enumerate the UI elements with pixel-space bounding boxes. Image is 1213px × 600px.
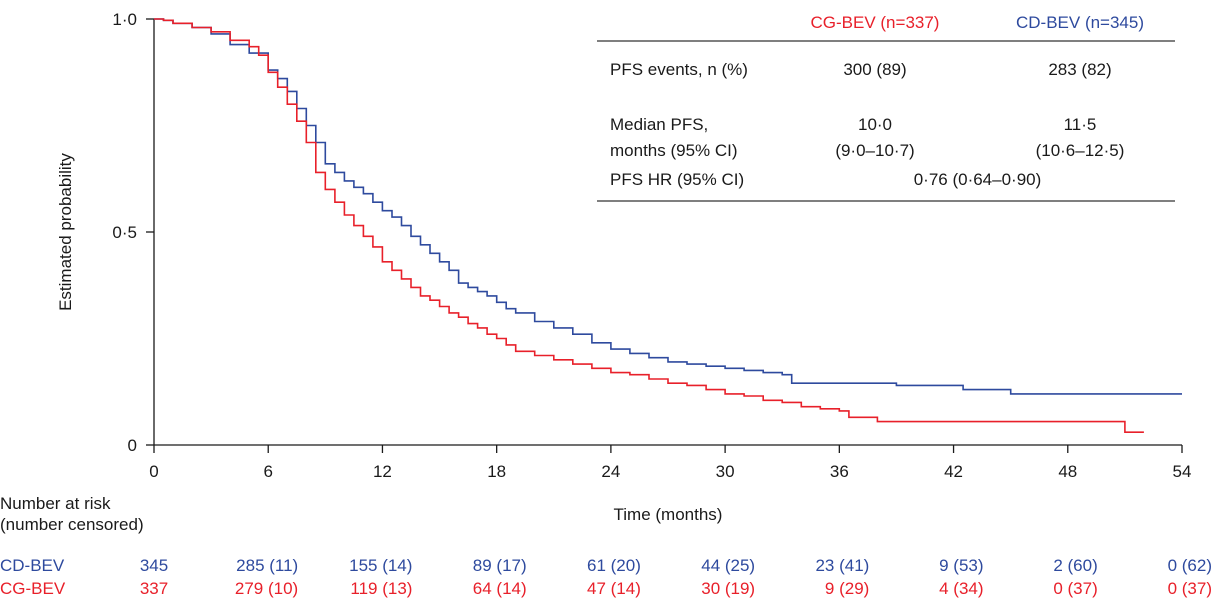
risk-value: 4 (34) — [939, 579, 983, 598]
risk-value: 337 — [140, 579, 168, 598]
summary-value-cg: (9·0–10·7) — [835, 141, 914, 160]
x-tick-label: 6 — [263, 462, 272, 481]
risk-value: 9 (53) — [939, 556, 983, 575]
curve-cg-bev — [154, 18, 1144, 433]
x-tick-label: 18 — [487, 462, 506, 481]
risk-value: 30 (19) — [701, 579, 755, 598]
risk-value: 119 (13) — [350, 579, 412, 598]
x-axis-title: Time (months) — [614, 505, 723, 524]
y-tick-label: 1·0 — [112, 10, 137, 29]
summary-row-label: months (95% CI) — [610, 141, 738, 160]
y-tick-label: 0·5 — [112, 223, 137, 242]
risk-value: 0 (37) — [1168, 579, 1212, 598]
summary-header-cg: CG-BEV (n=337) — [811, 13, 940, 32]
risk-row-name-cg-bev: CG-BEV — [0, 579, 66, 598]
risk-value: 345 — [140, 556, 168, 575]
summary-value-hr: 0·76 (0·64–0·90) — [914, 170, 1042, 189]
risk-value: 0 (37) — [1053, 579, 1097, 598]
risk-value: 279 (10) — [235, 579, 298, 598]
x-tick-label: 42 — [944, 462, 963, 481]
risk-table-title: Number at risk — [0, 494, 111, 513]
x-tick-label: 48 — [1058, 462, 1077, 481]
x-tick-label: 0 — [149, 462, 158, 481]
summary-row-label: PFS events, n (%) — [610, 60, 748, 79]
risk-value: 61 (20) — [587, 556, 641, 575]
survival-curves — [154, 18, 1182, 433]
risk-value: 44 (25) — [701, 556, 755, 575]
summary-header-cd: CD-BEV (n=345) — [1016, 13, 1144, 32]
summary-table: CG-BEV (n=337) CD-BEV (n=345) PFS events, … — [597, 13, 1175, 202]
risk-value: 64 (14) — [473, 579, 527, 598]
risk-value: 0 (62) — [1168, 556, 1212, 575]
risk-value: 2 (60) — [1053, 556, 1097, 575]
summary-value-cg: 300 (89) — [843, 60, 906, 79]
y-axis-title: Estimated probability — [56, 153, 75, 311]
risk-value: 155 (14) — [349, 556, 412, 575]
summary-value-cd: (10·6–12·5) — [1036, 141, 1125, 160]
risk-table-title: (number censored) — [0, 515, 144, 534]
x-tick-label: 30 — [716, 462, 735, 481]
risk-value: 47 (14) — [587, 579, 641, 598]
risk-value: 23 (41) — [815, 556, 869, 575]
risk-value: 9 (29) — [825, 579, 869, 598]
axes: 0 6 12 18 24 30 36 42 48 54 0 0·5 1·0 Time (months) Es… — [56, 10, 1191, 524]
y-tick-label: 0 — [128, 436, 137, 455]
x-tick-label: 24 — [601, 462, 620, 481]
x-tick-label: 12 — [373, 462, 392, 481]
risk-row-name-cd-bev: CD-BEV — [0, 556, 65, 575]
summary-value-cg: 10·0 — [858, 115, 892, 134]
summary-row-label: Median PFS, — [610, 115, 708, 134]
x-tick-label: 36 — [830, 462, 849, 481]
x-tick-label: 54 — [1173, 462, 1192, 481]
summary-value-cd: 283 (82) — [1048, 60, 1111, 79]
summary-value-cd: 11·5 — [1064, 115, 1097, 134]
risk-value: 89 (17) — [473, 556, 527, 575]
number-at-risk-table: Number at risk (number censored) CD-BEV 345… — [0, 494, 1212, 598]
risk-value: 285 (11) — [236, 556, 298, 575]
summary-row-label: PFS HR (95% CI) — [610, 170, 744, 189]
